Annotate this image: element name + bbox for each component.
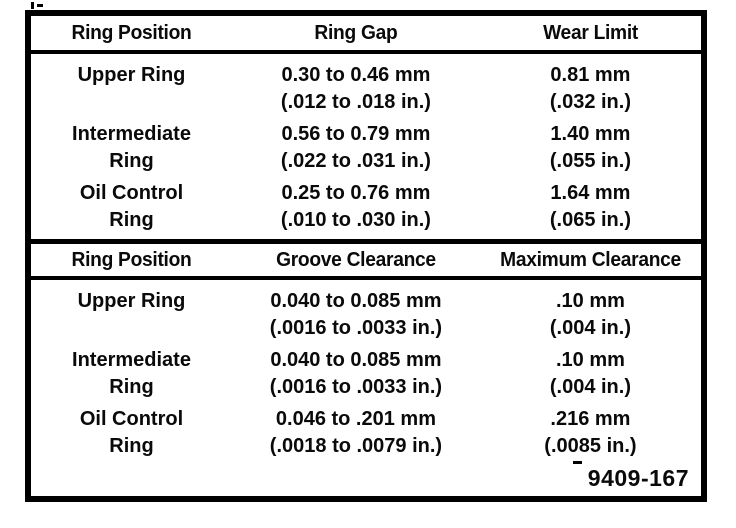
figure-footer: 9409-167 [31,465,701,500]
maximum-clearance-cell: .216 mm (.0085 in.) [544,408,637,457]
table2-header-groove-clearance: Groove Clearance [276,248,436,271]
table2-header-maximum-clearance: Maximum Clearance [500,248,681,271]
table1-header-row: Ring Position Ring Gap Wear Limit [31,16,701,54]
figure-number: 9409-167 [587,465,689,491]
table-row-intermediate-ring: Intermediate Ring 0.040 to 0.085 mm (.00… [31,344,701,403]
table1-header-ring-gap: Ring Gap [314,21,398,44]
ring-gap-cell: 0.30 to 0.46 mm (.012 to .018 in.) [280,64,431,113]
scan-artifact [37,4,43,7]
scan-artifact [31,2,34,9]
table-row-upper-ring: Upper Ring 0.040 to 0.085 mm (.0016 to .… [31,285,701,344]
position-cell: Oil Control Ring [79,182,184,231]
table-row-oil-control-ring: Oil Control Ring 0.046 to .201 mm (.0018… [31,403,701,462]
maximum-clearance-cell: .10 mm (.004 in.) [549,349,631,398]
table1-header-wear-limit: Wear Limit [542,21,638,44]
wear-limit-cell: 1.64 mm (.065 in.) [549,182,631,231]
position-cell: Oil Control Ring [79,408,184,457]
groove-clearance-cell: 0.040 to 0.085 mm (.0016 to .0033 in.) [269,290,443,339]
table1-body: Upper Ring 0.30 to 0.46 mm (.012 to .018… [31,54,701,239]
table2-header-row: Ring Position Groove Clearance Maximum C… [31,239,701,280]
table1-header-ring-position: Ring Position [71,21,192,44]
groove-clearance-cell: 0.046 to .201 mm (.0018 to .0079 in.) [269,408,443,457]
maximum-clearance-cell: .10 mm (.004 in.) [549,290,631,339]
position-cell: Upper Ring [77,290,186,312]
wear-limit-cell: 0.81 mm (.032 in.) [549,64,631,113]
table-row-intermediate-ring: Intermediate Ring 0.56 to 0.79 mm (.022 … [31,118,701,177]
table-row-oil-control-ring: Oil Control Ring 0.25 to 0.76 mm (.010 t… [31,177,701,236]
table2-body: Upper Ring 0.040 to 0.085 mm (.0016 to .… [31,280,701,465]
ring-gap-cell: 0.25 to 0.76 mm (.010 to .030 in.) [280,182,431,231]
spec-table-frame: Ring Position Ring Gap Wear Limit Upper … [25,10,707,502]
position-cell: Upper Ring [77,64,186,86]
ring-gap-cell: 0.56 to 0.79 mm (.022 to .031 in.) [280,123,431,172]
table2-header-ring-position: Ring Position [71,248,192,271]
position-cell: Intermediate Ring [72,123,191,172]
position-cell: Intermediate Ring [72,349,191,398]
scan-artifact [573,461,582,464]
groove-clearance-cell: 0.040 to 0.085 mm (.0016 to .0033 in.) [269,349,443,398]
table-row-upper-ring: Upper Ring 0.30 to 0.46 mm (.012 to .018… [31,59,701,118]
wear-limit-cell: 1.40 mm (.055 in.) [549,123,631,172]
